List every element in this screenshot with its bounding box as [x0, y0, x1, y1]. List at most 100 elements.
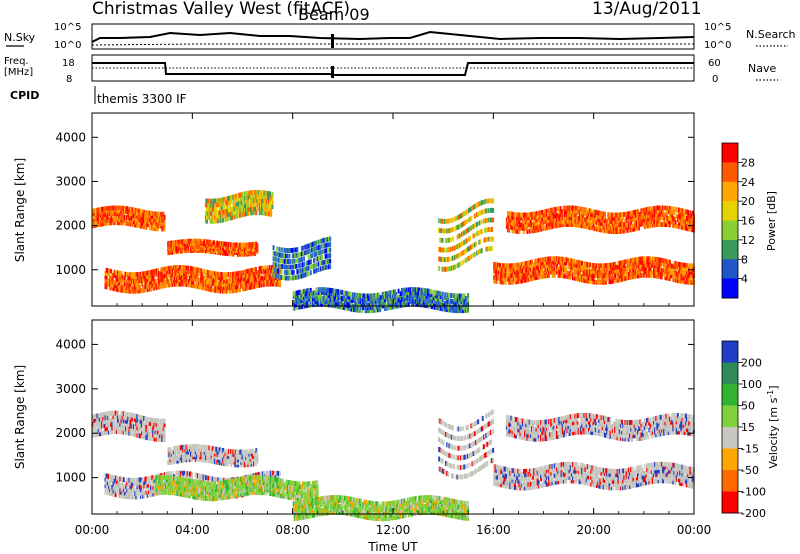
echo-cell: [391, 295, 394, 301]
echo-cell: [445, 304, 448, 310]
echo-cell: [300, 246, 303, 251]
echo-cell: [437, 290, 440, 296]
echo-cell: [365, 308, 368, 314]
echo-cell: [285, 248, 287, 253]
echo-cell: [246, 191, 249, 196]
echo-cell: [210, 210, 213, 216]
echo-cell: [294, 258, 297, 264]
echo-cell: [123, 285, 126, 290]
echo-cell: [495, 262, 498, 268]
echo-cell: [681, 218, 684, 224]
echo-cell: [389, 299, 392, 304]
echo-cell: [640, 211, 643, 217]
echo-cell: [588, 221, 590, 227]
echo-cell: [542, 257, 545, 263]
echo-cell: [247, 202, 250, 208]
echo-cell: [115, 217, 118, 223]
echo-cell: [409, 290, 411, 296]
echo-cell: [241, 192, 244, 197]
echo-cell: [264, 278, 267, 284]
echo-cell: [278, 246, 281, 252]
echo-cell: [220, 285, 223, 291]
echo-cell: [289, 264, 292, 270]
echo-cell: [297, 290, 300, 296]
echo-cell: [378, 295, 381, 301]
echo-cell: [170, 246, 173, 251]
echo-cell: [96, 413, 99, 419]
echo-cell: [317, 250, 320, 256]
echo-cell: [227, 282, 230, 287]
echo-cell: [234, 288, 237, 293]
echo-cell: [161, 267, 164, 273]
echo-cell: [544, 219, 547, 224]
echo-cell: [609, 219, 612, 224]
echo-cell: [459, 308, 462, 314]
echo-cell: [607, 228, 610, 234]
echo-cell: [210, 218, 213, 224]
echo-cell: [422, 299, 425, 305]
echo-cell: [146, 222, 149, 227]
echo-cell: [653, 263, 655, 269]
echo-cell: [113, 425, 116, 431]
echo-cell: [330, 288, 333, 293]
echo-cell: [380, 295, 383, 300]
echo-cell: [581, 260, 584, 266]
echo-cell: [643, 210, 646, 216]
echo-cell: [688, 220, 691, 225]
echo-cell: [535, 265, 538, 271]
echo-cell: [216, 284, 219, 290]
echo-cell: [163, 226, 166, 232]
echo-cell: [516, 228, 519, 234]
echo-cell: [200, 278, 203, 284]
echo-cell: [201, 272, 204, 277]
echo-cell: [447, 292, 450, 298]
echo-cell: [523, 264, 525, 270]
echo-cell: [543, 263, 546, 269]
echo-cell: [687, 216, 690, 222]
echo-cell: [561, 260, 564, 265]
echo-cell: [341, 304, 344, 310]
echo-cell: [600, 270, 603, 275]
echo-cell: [132, 216, 135, 222]
echo-cell: [195, 246, 198, 251]
echo-cell: [328, 299, 330, 305]
echo-cell: [549, 259, 552, 265]
echo-cell: [528, 222, 531, 228]
echo-cell: [451, 217, 454, 223]
echo-cell: [691, 224, 694, 229]
echo-cell: [217, 285, 220, 290]
echo-cell: [248, 242, 251, 248]
echo-cell: [439, 306, 442, 311]
echo-cell: [683, 279, 686, 285]
echo-cell: [465, 209, 468, 215]
echo-cell: [123, 281, 126, 287]
echo-cell: [308, 243, 311, 248]
echo-cell: [566, 270, 569, 276]
echo-cell: [127, 218, 130, 224]
echo-cell: [402, 302, 405, 308]
echo-cell: [354, 307, 357, 313]
echo-cell: [113, 273, 116, 278]
echo-cell: [372, 305, 375, 310]
echo-cell: [533, 214, 536, 220]
echo-cell: [201, 285, 204, 291]
echo-cell: [646, 217, 649, 222]
echo-cell: [125, 209, 127, 214]
echo-cell: [663, 258, 666, 264]
echo-cell: [453, 245, 456, 251]
echo-cell: [675, 223, 678, 229]
echo-cell: [488, 217, 491, 223]
echo-cell: [374, 293, 377, 298]
echo-cell: [119, 271, 122, 276]
echo-cell: [237, 201, 239, 207]
echo-cell: [219, 272, 222, 277]
echo-cell: [138, 414, 141, 420]
echo-cell: [166, 266, 169, 272]
echo-cell: [371, 305, 374, 310]
echo-cell: [224, 275, 227, 281]
echo-cell: [415, 296, 418, 301]
echo-cell: [95, 210, 98, 216]
echo-cell: [552, 220, 555, 226]
echo-cell: [258, 282, 261, 288]
echo-cell: [258, 198, 261, 203]
